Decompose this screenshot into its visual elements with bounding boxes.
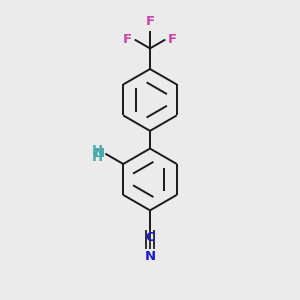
Text: F: F <box>123 33 132 46</box>
Text: F: F <box>146 15 154 28</box>
Text: H: H <box>91 144 102 157</box>
Text: N: N <box>144 250 156 263</box>
Text: N: N <box>93 147 104 160</box>
Text: H: H <box>91 151 102 164</box>
Text: C: C <box>145 231 155 244</box>
Text: F: F <box>168 33 177 46</box>
